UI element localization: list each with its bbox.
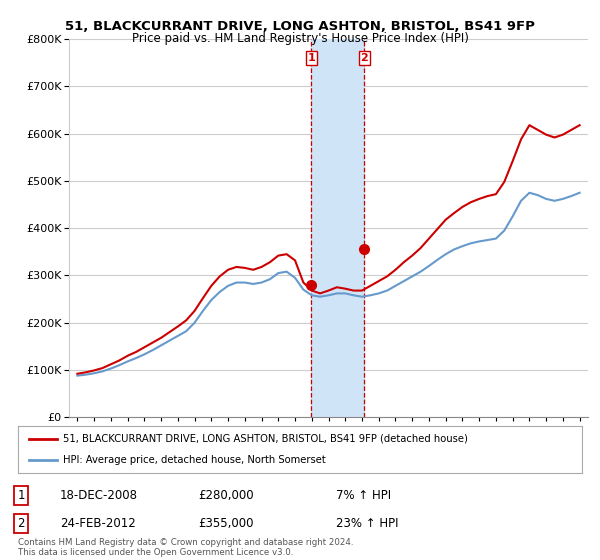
Text: 51, BLACKCURRANT DRIVE, LONG ASHTON, BRISTOL, BS41 9FP (detached house): 51, BLACKCURRANT DRIVE, LONG ASHTON, BRI…	[63, 434, 468, 444]
Text: 2: 2	[17, 517, 25, 530]
Text: 7% ↑ HPI: 7% ↑ HPI	[336, 489, 391, 502]
Text: Price paid vs. HM Land Registry's House Price Index (HPI): Price paid vs. HM Land Registry's House …	[131, 32, 469, 45]
Text: 51, BLACKCURRANT DRIVE, LONG ASHTON, BRISTOL, BS41 9FP: 51, BLACKCURRANT DRIVE, LONG ASHTON, BRI…	[65, 20, 535, 32]
Text: 1: 1	[17, 489, 25, 502]
Text: 24-FEB-2012: 24-FEB-2012	[60, 517, 136, 530]
Text: £355,000: £355,000	[198, 517, 254, 530]
Text: 18-DEC-2008: 18-DEC-2008	[60, 489, 138, 502]
Bar	[311, 39, 364, 417]
Text: £280,000: £280,000	[198, 489, 254, 502]
Text: 2: 2	[361, 53, 368, 63]
Text: Contains HM Land Registry data © Crown copyright and database right 2024.
This d: Contains HM Land Registry data © Crown c…	[18, 538, 353, 557]
Text: HPI: Average price, detached house, North Somerset: HPI: Average price, detached house, Nort…	[63, 455, 326, 465]
Text: 1: 1	[307, 53, 315, 63]
Text: 23% ↑ HPI: 23% ↑ HPI	[336, 517, 398, 530]
